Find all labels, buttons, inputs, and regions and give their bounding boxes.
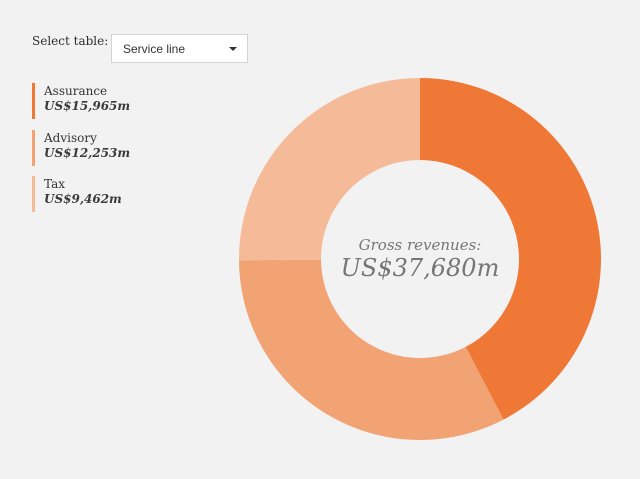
table-select-dropdown[interactable]: Service line [111, 34, 248, 63]
legend-item-label: Tax [44, 177, 65, 191]
center-label: Gross revenues: [359, 236, 482, 254]
center-total: US$37,680m [341, 254, 500, 282]
legend-item-tax: Tax US$9,462m [32, 176, 122, 212]
legend-item-assurance: Assurance US$15,965m [32, 83, 130, 119]
legend-item-advisory: Advisory US$12,253m [32, 130, 130, 166]
donut-slice-assurance[interactable] [420, 77, 602, 420]
legend-item-label: Advisory [44, 131, 97, 145]
donut-slice-tax[interactable] [239, 78, 420, 261]
legend-item-value: US$15,965m [44, 99, 131, 113]
legend-item-value: US$9,462m [44, 192, 122, 206]
table-select-value: Service line [123, 42, 186, 56]
table-selector: Select table: Service line [32, 34, 248, 63]
legend-item-label: Assurance [44, 84, 108, 98]
donut-slices [239, 77, 602, 440]
donut-slice-advisory[interactable] [239, 259, 504, 440]
legend-item-value: US$12,253m [44, 146, 131, 160]
select-table-label: Select table: [32, 34, 109, 48]
chevron-down-icon [229, 47, 237, 51]
